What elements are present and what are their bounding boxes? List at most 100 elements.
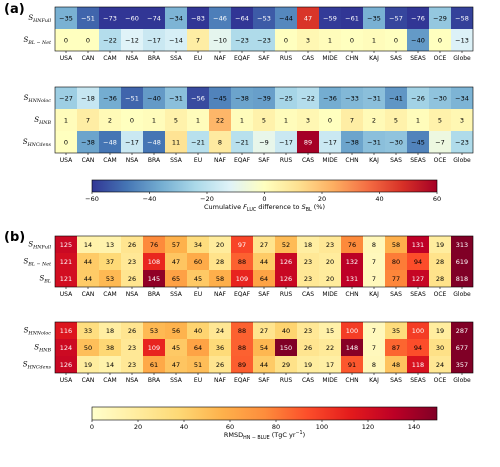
heatmap-cell <box>253 109 275 131</box>
column-label: NAF <box>214 55 227 62</box>
column-label: SAS <box>390 377 402 384</box>
colorbar-tick-label: 20 <box>134 423 142 431</box>
heatmap-cell <box>297 339 319 356</box>
cell-value: 7 <box>372 258 376 266</box>
cell-value: 14 <box>84 241 92 249</box>
cell-value: 1 <box>284 116 288 124</box>
cell-value: −45 <box>411 138 425 146</box>
cell-value: −57 <box>389 14 403 22</box>
cell-value: −9 <box>259 138 269 146</box>
heatmap-cell <box>231 253 253 270</box>
cell-value: 5 <box>262 116 266 124</box>
cell-value: 47 <box>172 258 180 266</box>
cell-value: 40 <box>194 327 202 335</box>
column-label: CAN <box>82 291 95 298</box>
cell-value: 1 <box>372 36 376 44</box>
colorbar-tick-label: 0 <box>90 423 94 431</box>
cell-value: 58 <box>216 275 224 283</box>
heatmap-cell <box>451 87 473 109</box>
cell-value: −30 <box>433 94 447 102</box>
heatmap-cell <box>165 322 187 339</box>
cell-value: 23 <box>304 327 312 335</box>
cell-value: −61 <box>345 14 359 22</box>
cell-value: 22 <box>326 344 334 352</box>
colorbar-tick-label: 60 <box>226 423 234 431</box>
cell-value: 677 <box>456 344 468 352</box>
heatmap-cell <box>363 109 385 131</box>
heatmap-cell <box>55 131 77 153</box>
column-label: CAS <box>302 291 314 298</box>
cell-value: 88 <box>238 344 246 352</box>
heatmap-cell <box>121 87 143 109</box>
heatmap-cell <box>187 131 209 153</box>
heatmap-cell <box>451 236 473 253</box>
heatmap-cell <box>55 356 77 373</box>
cell-value: −35 <box>59 14 73 22</box>
cell-value: 118 <box>412 361 424 369</box>
cell-value: 126 <box>280 258 292 266</box>
heatmap-cell <box>451 339 473 356</box>
cell-value: 13 <box>106 241 114 249</box>
cell-value: 40 <box>282 327 290 335</box>
cell-value: 23 <box>128 258 136 266</box>
cell-value: 24 <box>436 361 444 369</box>
heatmap-cell <box>209 87 231 109</box>
heatmap-cell <box>187 7 209 29</box>
row-label: SHNCdens <box>23 138 52 147</box>
heatmap-cell <box>407 339 429 356</box>
cell-value: −39 <box>257 94 271 102</box>
cell-value: 76 <box>348 241 356 249</box>
column-label: Globe <box>453 157 471 164</box>
heatmap-cell <box>209 29 231 51</box>
cell-value: −51 <box>81 14 95 22</box>
column-label: KAJ <box>369 291 379 298</box>
heatmap-cell <box>209 7 231 29</box>
column-label: OCE <box>434 55 447 62</box>
cell-value: 1 <box>152 116 156 124</box>
column-label: SEAS <box>410 377 426 384</box>
cell-value: −17 <box>279 138 293 146</box>
heatmap-cell <box>253 29 275 51</box>
cell-value: 121 <box>60 275 72 283</box>
heatmap-cell <box>429 356 451 373</box>
heatmap-cell <box>209 253 231 270</box>
colorbar-tick-label: −20 <box>200 195 214 203</box>
column-label: EU <box>194 377 202 384</box>
heatmap-cell <box>429 339 451 356</box>
colorbar-tick-label: −60 <box>85 195 99 203</box>
cell-value: 87 <box>392 344 400 352</box>
heatmap-cell <box>99 131 121 153</box>
heatmap-cell <box>143 87 165 109</box>
heatmap-cell <box>165 87 187 109</box>
cell-value: 88 <box>238 258 246 266</box>
heatmap-cell <box>55 270 77 287</box>
heatmap-cell <box>187 29 209 51</box>
heatmap-cell <box>231 109 253 131</box>
colorbar-tick-label: 20 <box>318 195 326 203</box>
cell-value: 3 <box>306 36 310 44</box>
heatmap-cell <box>253 87 275 109</box>
heatmap-cell <box>121 29 143 51</box>
cell-value: 17 <box>326 361 334 369</box>
heatmap-cell <box>253 236 275 253</box>
heatmap-cell <box>429 270 451 287</box>
column-label: CHN <box>345 291 358 298</box>
cell-value: 27 <box>260 241 268 249</box>
cell-value: 28 <box>436 275 444 283</box>
column-label: CHN <box>345 157 358 164</box>
heatmap-cell <box>275 253 297 270</box>
heatmap-cell <box>451 356 473 373</box>
cell-value: 313 <box>456 241 468 249</box>
heatmap-cell <box>363 270 385 287</box>
cell-value: 57 <box>172 241 180 249</box>
heatmap-cell <box>407 236 429 253</box>
cell-value: 131 <box>346 275 358 283</box>
cell-value: 36 <box>216 344 224 352</box>
heatmap-cell <box>143 131 165 153</box>
heatmap-cell <box>319 236 341 253</box>
cell-value: 60 <box>194 258 202 266</box>
heatmap-cell <box>77 322 99 339</box>
column-label: EQAF <box>234 377 251 384</box>
cell-value: −21 <box>191 138 205 146</box>
heatmap-cell <box>429 29 451 51</box>
